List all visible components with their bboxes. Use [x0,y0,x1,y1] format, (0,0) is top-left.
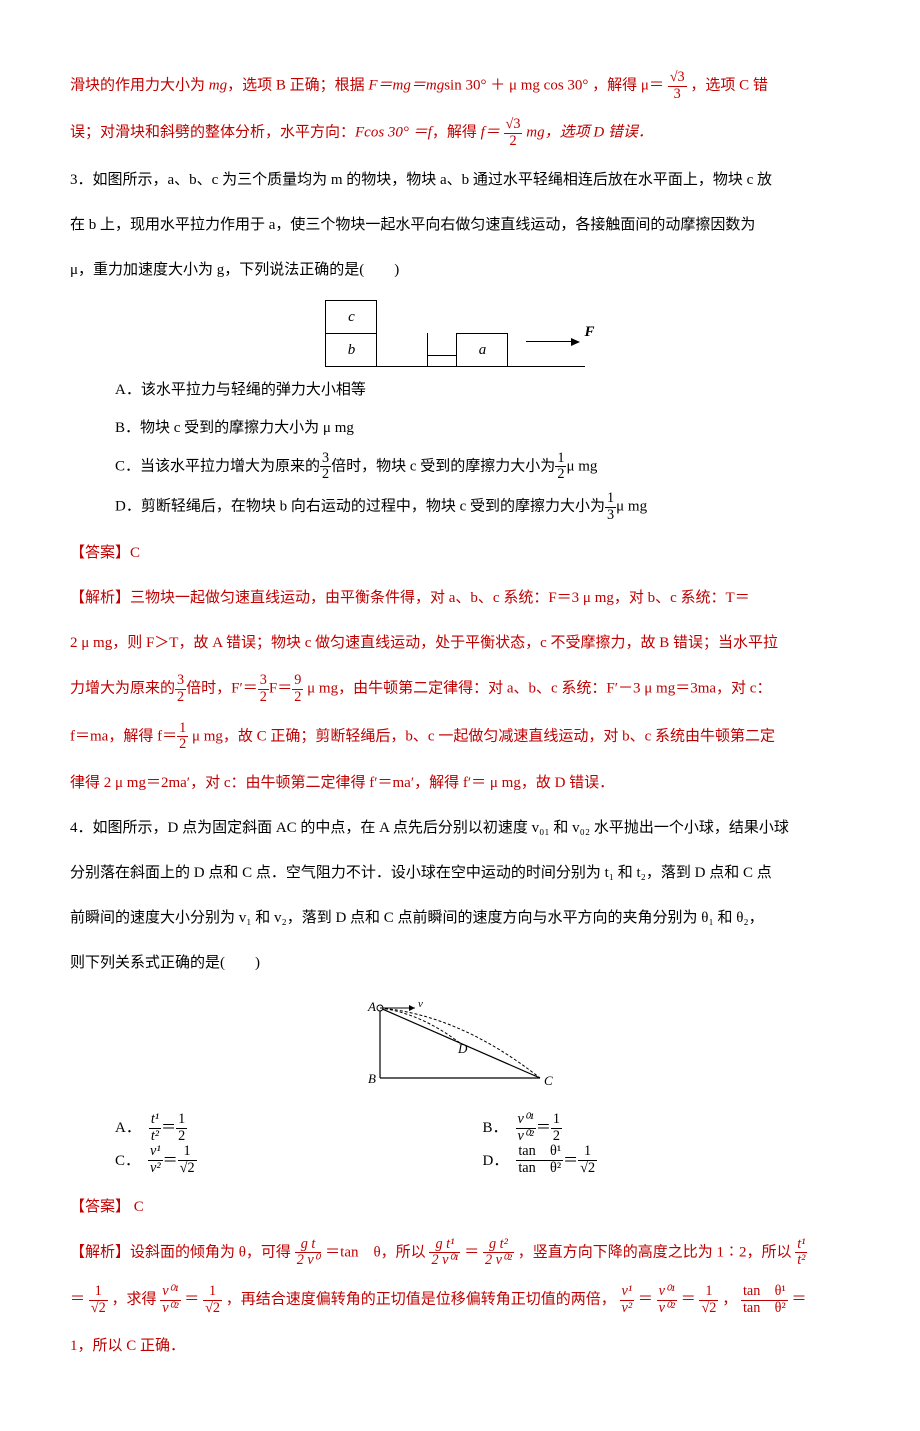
block-a: a [457,333,508,366]
q3-explanation-3: 力增大为原来的32倍时，F′＝32F＝92 μ mg，由牛顿第二定律得：对 a、… [70,673,850,705]
point-B: B [368,1071,376,1086]
q4-stem-line3: 前瞬间的速度大小分别为 v₁ 和 v₂，落到 D 点和 C 点前瞬间的速度方向与… [70,903,850,933]
q3-explanation-4: f＝ma，解得 f＝12 μ mg，故 C 正确；剪断轻绳后，b、c 一起做匀减… [70,721,850,753]
q3-explanation-2: 2 μ mg，则 F＞T，故 A 错误；物块 c 做匀速直线运动，处于平衡状态，… [70,628,850,658]
q3-option-b: B．物块 c 受到的摩擦力大小为 μ mg [70,413,850,443]
q4-option-c: C． v¹v² ＝ 1√2 [115,1144,483,1176]
q3-stem-line3: μ，重力加速度大小为 g，下列说法正确的是( ) [70,255,850,285]
point-D: D [457,1041,468,1056]
q4-option-d: D． tan θ¹tan θ² ＝ 1√2 [483,1144,851,1176]
q3-option-c: C．当该水平拉力增大为原来的32倍时，物块 c 受到的摩擦力大小为12μ mg [70,451,850,483]
q4-explanation-2: ＝ 1√2 ，求得 v⁰¹v⁰² ＝ 1√2 ，再结合速度偏转角的正切值是位移偏… [70,1284,850,1316]
q3-explanation-5: 律得 2 μ mg＝2ma′，对 c：由牛顿第二定律得 f′＝ma′，解得 f′… [70,768,850,798]
q4-figure: A B C D v [70,993,850,1104]
q2-explanation-tail-2: 误；对滑块和斜劈的整体分析，水平方向：Fcos 30° ＝f，解得 f＝ √32… [70,117,850,149]
q3-figure: c b a F [70,300,850,367]
q3-stem-line2: 在 b 上，现用水平拉力作用于 a，使三个物块一起水平向右做匀速直线运动，各接触… [70,210,850,240]
q4-option-b: B． v⁰¹v⁰² ＝ 12 [483,1112,851,1144]
vector-v: v [418,998,423,1010]
q3-stem-line1: 3．如图所示，a、b、c 为三个质量均为 m 的物块，物块 a、b 通过水平轻绳… [70,165,850,195]
q2-explanation-tail: 滑块的作用力大小为 mg，选项 B 正确；根据 F＝mg＝mgsin 30° ＋… [70,70,850,102]
point-A: A [367,999,376,1014]
q3-answer: 【答案】C [70,538,850,568]
q4-stem-line2: 分别落在斜面上的 D 点和 C 点．空气阻力不计．设小球在空中运动的时间分别为 … [70,858,850,888]
force-F: F [584,317,594,347]
frac-sqrt3-3: √33 [668,70,687,102]
q4-option-a: A． t¹t² ＝ 12 [115,1112,483,1144]
point-C: C [544,1073,553,1088]
block-b: b [326,333,377,366]
q3-option-d: D．剪断轻绳后，在物块 b 向右运动的过程中，物块 c 受到的摩擦力大小为13μ… [70,491,850,523]
q4-explanation-3: 1，所以 C 正确． [70,1331,850,1361]
q4-answer: 【答案】 C [70,1192,850,1222]
q4-stem-line1: 4．如图所示，D 点为固定斜面 AC 的中点，在 A 点先后分别以初速度 v₀₁… [70,813,850,843]
q4-stem-line4: 则下列关系式正确的是( ) [70,948,850,978]
q4-explanation-1: 【解析】设斜面的倾角为 θ，可得 g t2 v⁰ ＝tan θ，所以 g t¹2… [70,1237,850,1269]
block-c: c [326,300,377,333]
q3-option-a: A．该水平拉力与轻绳的弹力大小相等 [70,375,850,405]
q3-explanation-1: 【解析】三物块一起做匀速直线运动，由平衡条件得，对 a、b、c 系统：F＝3 μ… [70,583,850,613]
frac-sqrt3-2: √32 [504,117,523,149]
